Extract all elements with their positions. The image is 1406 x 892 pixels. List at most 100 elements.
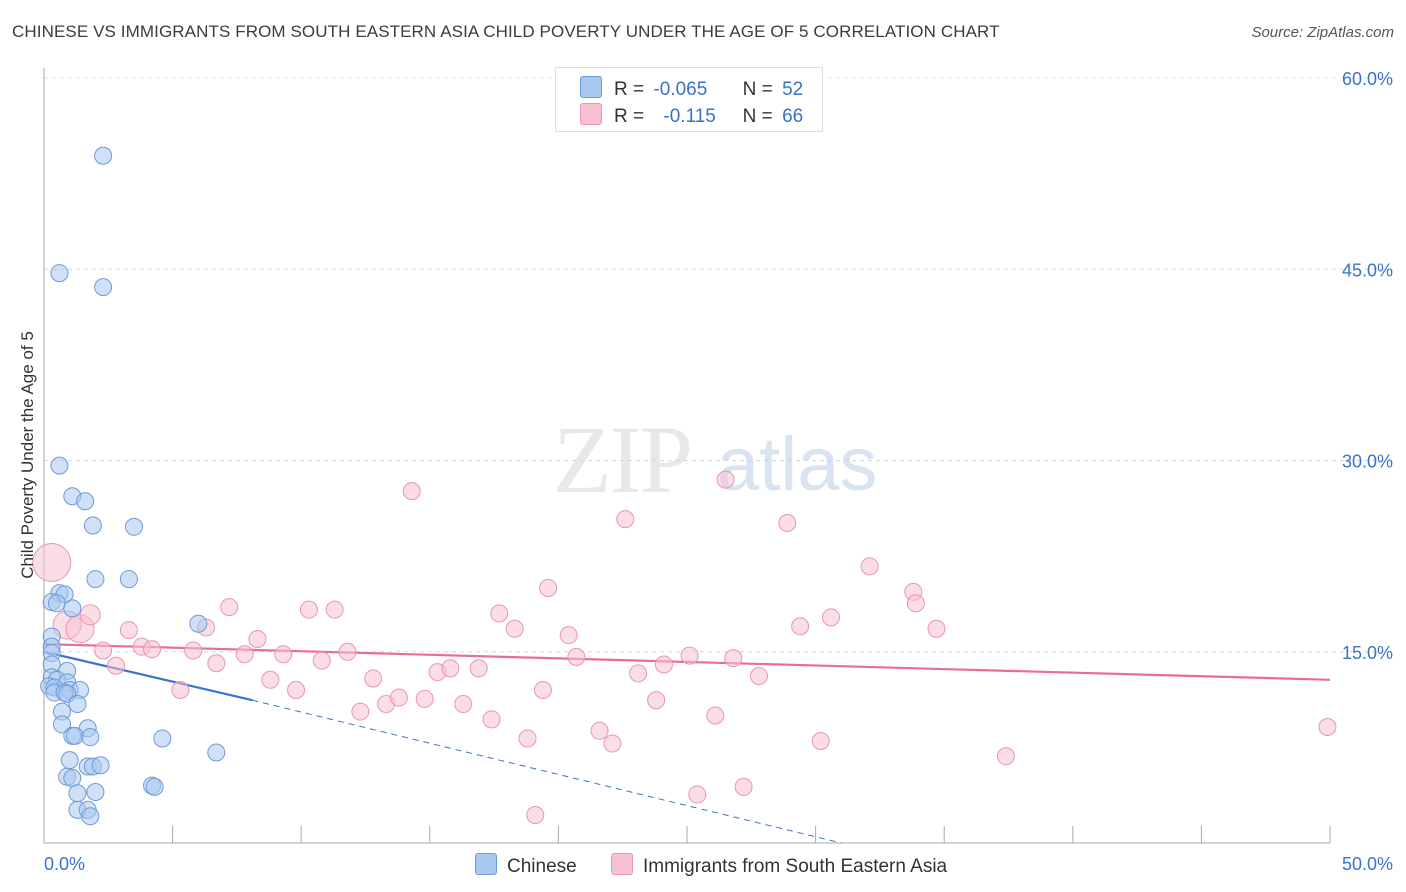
point-sea-30 xyxy=(441,659,460,678)
watermark: ZIP atlas xyxy=(553,406,878,513)
point-sea-52 xyxy=(734,777,753,796)
bottom-legend-swatch-chinese xyxy=(475,853,497,875)
legend-n-value-chinese: 52 xyxy=(782,79,804,100)
point-sea-44 xyxy=(629,664,648,683)
point-sea-27 xyxy=(402,482,421,501)
point-sea-35 xyxy=(505,619,524,638)
point-sea-3 xyxy=(79,604,101,626)
point-sea-49 xyxy=(706,706,725,725)
point-sea-14 xyxy=(235,645,254,664)
point-sea-53 xyxy=(750,666,769,685)
point-sea-9 xyxy=(171,681,190,699)
axes xyxy=(43,68,1331,844)
point-sea-34 xyxy=(490,604,509,623)
legend-n-label-1: N = xyxy=(742,79,773,100)
point-sea-41 xyxy=(590,721,609,740)
point-sea-45 xyxy=(647,691,666,710)
point-sea-47 xyxy=(680,646,699,665)
point-chinese-52 xyxy=(81,807,100,826)
point-sea-10 xyxy=(184,641,203,660)
point-chinese-9 xyxy=(119,570,138,589)
point-chinese-40 xyxy=(60,751,79,770)
points-immigrants-south-eastern-asia xyxy=(32,470,1337,824)
point-sea-33 xyxy=(482,710,501,729)
point-sea-19 xyxy=(299,600,318,619)
chart-title: CHINESE VS IMMIGRANTS FROM SOUTH EASTERN… xyxy=(12,22,1000,41)
point-chinese-38 xyxy=(153,729,172,748)
x-tick-label-min: 0.0% xyxy=(44,854,85,874)
point-sea-64 xyxy=(526,805,545,824)
point-chinese-45 xyxy=(63,768,82,787)
y-tick-label-1: 30.0% xyxy=(1342,452,1393,472)
watermark-zip: ZIP xyxy=(553,406,691,513)
legend-r-value-chinese: -0.065 xyxy=(653,79,708,100)
point-sea-39 xyxy=(559,626,578,645)
point-chinese-5 xyxy=(76,492,95,511)
point-sea-15 xyxy=(248,630,267,648)
point-sea-57 xyxy=(822,608,841,627)
point-chinese-31 xyxy=(68,695,87,714)
point-sea-24 xyxy=(364,669,383,688)
point-chinese-14 xyxy=(63,599,82,618)
point-chinese-48 xyxy=(68,784,87,803)
point-sea-43 xyxy=(616,510,635,529)
point-sea-48 xyxy=(688,785,707,804)
point-chinese-49 xyxy=(86,783,105,801)
point-sea-12 xyxy=(207,654,226,673)
point-chinese-33 xyxy=(53,715,72,734)
point-sea-50 xyxy=(716,470,735,489)
point-sea-60 xyxy=(906,594,925,613)
legend-r-label-1: R = xyxy=(614,79,645,100)
grid-lines xyxy=(44,77,1394,653)
point-sea-28 xyxy=(415,689,434,708)
point-sea-58 xyxy=(860,557,879,576)
point-sea-42 xyxy=(603,734,622,753)
point-chinese-39 xyxy=(207,743,226,762)
points-chinese xyxy=(40,146,226,826)
point-sea-37 xyxy=(533,681,552,699)
point-chinese-6 xyxy=(83,516,102,535)
point-sea-18 xyxy=(287,681,306,699)
point-sea-63 xyxy=(1318,717,1337,736)
point-sea-8 xyxy=(107,656,126,675)
point-sea-36 xyxy=(518,729,537,748)
point-chinese-1 xyxy=(50,264,69,283)
point-sea-51 xyxy=(724,649,743,668)
point-sea-7 xyxy=(143,640,162,659)
point-sea-31 xyxy=(454,695,473,714)
bottom-legend-label-chinese: Chinese xyxy=(507,856,577,877)
y-tick-label-3: 60.0% xyxy=(1342,69,1393,89)
point-sea-16 xyxy=(261,670,280,689)
point-sea-32 xyxy=(469,659,488,678)
correlation-legend: R = -0.065 N = 52 R = -0.115 N = 66 xyxy=(555,67,823,132)
point-sea-0 xyxy=(32,543,72,582)
trend-lines xyxy=(43,643,1331,844)
legend-swatch-chinese xyxy=(580,76,602,98)
point-sea-26 xyxy=(389,688,408,707)
point-chinese-43 xyxy=(91,756,110,775)
point-sea-20 xyxy=(312,651,331,670)
bottom-legend-label-sea: Immigrants from South Eastern Asia xyxy=(643,856,948,877)
point-chinese-7 xyxy=(125,517,144,536)
point-sea-17 xyxy=(274,645,293,664)
point-chinese-0 xyxy=(94,146,113,165)
point-chinese-47 xyxy=(145,777,164,796)
bottom-legend-swatch-sea xyxy=(611,853,633,875)
point-sea-21 xyxy=(325,600,344,619)
bottom-legend-chinese: Chinese xyxy=(475,853,577,878)
trend-line-chinese-extrapolated xyxy=(252,699,842,844)
x-tick-label-max: 50.0% xyxy=(1342,854,1393,874)
point-sea-23 xyxy=(351,702,370,721)
point-sea-62 xyxy=(996,747,1015,766)
tick-labels: 15.0% 30.0% 45.0% 60.0% 0.0% 50.0% xyxy=(44,69,1393,874)
point-chinese-2 xyxy=(94,278,113,297)
point-chinese-8 xyxy=(86,570,105,589)
point-sea-40 xyxy=(567,647,586,666)
point-chinese-13 xyxy=(47,594,66,613)
point-sea-56 xyxy=(811,732,830,750)
legend-n-label-2: N = xyxy=(742,106,773,127)
source-label: Source: ZipAtlas.com xyxy=(1251,24,1394,41)
point-sea-54 xyxy=(778,513,797,532)
y-axis-label: Child Poverty Under the Age of 5 xyxy=(18,331,37,579)
